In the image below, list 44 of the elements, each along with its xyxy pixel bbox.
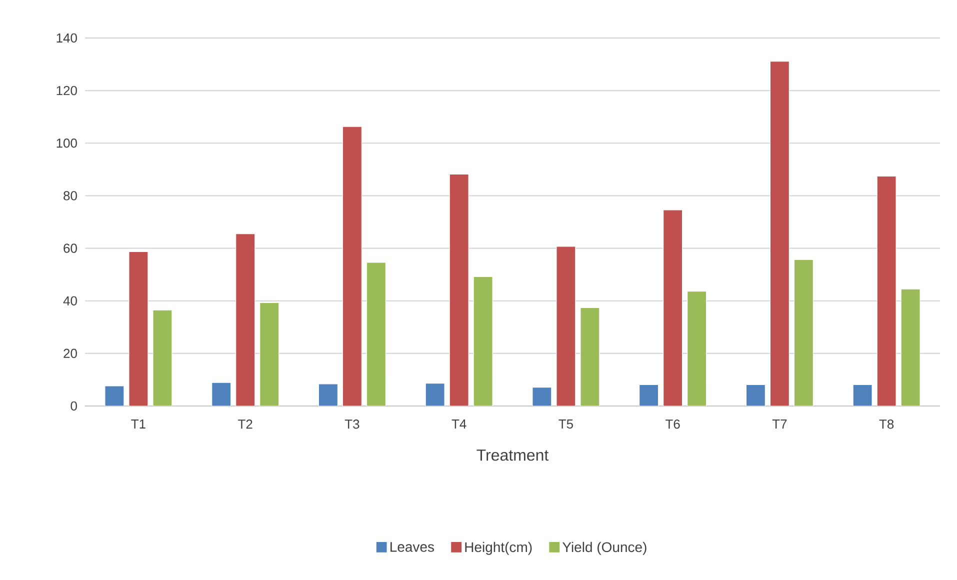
bar	[342, 126, 362, 406]
y-tick-label: 100	[56, 138, 77, 148]
bar	[532, 387, 552, 406]
x-tick-label: T1	[131, 420, 146, 428]
x-tick-label: T5	[558, 420, 573, 429]
bar	[449, 174, 469, 406]
x-tick-label: T4	[452, 420, 466, 428]
bar	[580, 307, 600, 406]
bar	[876, 176, 896, 406]
y-tick-label: 40	[63, 296, 77, 306]
bar	[852, 384, 872, 406]
legend-label: Height(cm)	[465, 542, 532, 555]
bar	[152, 310, 172, 406]
bar	[104, 386, 124, 406]
y-tick-label: 140	[56, 33, 77, 43]
bar	[900, 288, 920, 406]
bar	[318, 384, 338, 406]
legend-label: Yield (Ounce)	[562, 542, 646, 555]
x-tick-label: T8	[879, 420, 894, 429]
bar	[236, 234, 256, 406]
bar	[687, 291, 707, 406]
bar	[746, 384, 766, 406]
bar	[473, 276, 493, 406]
bar	[260, 302, 280, 406]
bar	[639, 384, 659, 406]
bar	[366, 262, 386, 406]
bar	[556, 246, 576, 406]
bar	[212, 382, 232, 406]
y-tick-label: 80	[64, 191, 77, 200]
bar	[794, 259, 814, 406]
x-tick-label: T7	[772, 420, 787, 428]
bar	[128, 251, 148, 406]
x-tick-label: T6	[666, 420, 680, 429]
y-tick-label: 120	[56, 86, 77, 96]
y-tick-label: 0	[70, 401, 77, 411]
bar	[663, 210, 683, 406]
bar	[770, 61, 790, 406]
y-tick-label: 60	[64, 244, 77, 253]
y-tick-label: 20	[64, 348, 77, 358]
x-tick-label: T3	[344, 420, 360, 429]
x-tick-label: T2	[238, 420, 252, 429]
x-axis-title: Treatment	[476, 450, 549, 461]
legend-label: Leaves	[390, 542, 434, 552]
bar	[425, 383, 445, 406]
